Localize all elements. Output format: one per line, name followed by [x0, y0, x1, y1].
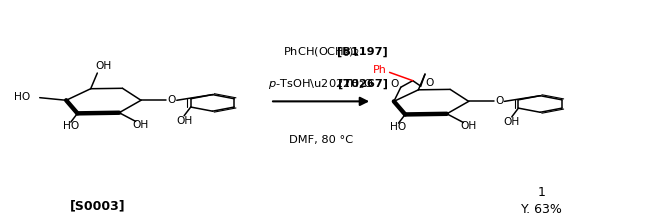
Text: O: O — [390, 79, 399, 89]
Text: HO: HO — [391, 122, 406, 132]
Text: HO: HO — [63, 121, 79, 131]
Text: OH: OH — [460, 121, 476, 131]
Text: O: O — [495, 96, 503, 106]
Text: OH: OH — [504, 117, 520, 127]
Text: O: O — [425, 78, 434, 88]
Text: OH: OH — [96, 61, 112, 72]
Text: PhCH(OCH$_3$)$_2$: PhCH(OCH$_3$)$_2$ — [283, 46, 359, 59]
Text: 1: 1 — [538, 186, 545, 199]
Text: Ph: Ph — [373, 65, 387, 75]
Text: $p$-TsOH\u2022H$_2$O: $p$-TsOH\u2022H$_2$O — [268, 77, 374, 91]
Text: O: O — [167, 95, 175, 105]
Text: HO: HO — [13, 92, 30, 102]
Text: [B1197]: [B1197] — [338, 47, 388, 58]
Text: [T0267]: [T0267] — [338, 79, 388, 89]
Text: OH: OH — [176, 116, 192, 126]
Text: Y. 63%: Y. 63% — [521, 203, 562, 216]
Text: DMF, 80 °C: DMF, 80 °C — [289, 135, 353, 145]
Text: [S0003]: [S0003] — [70, 199, 126, 213]
Text: OH: OH — [132, 120, 148, 130]
